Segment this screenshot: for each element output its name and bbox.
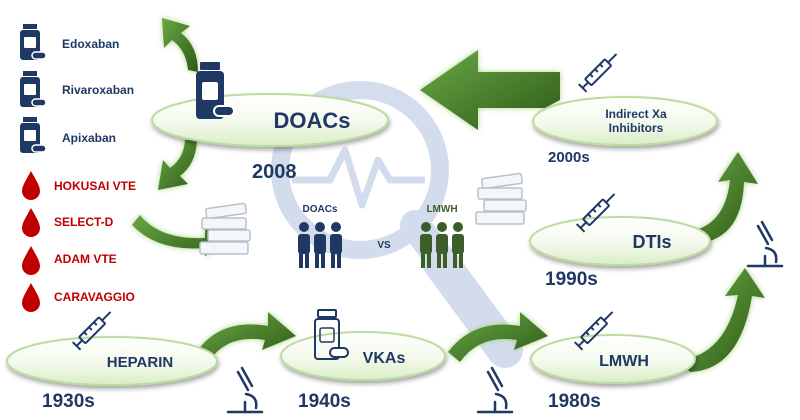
blood-drop-icon [22, 171, 40, 200]
node-dtis-label: DTIs [632, 232, 671, 252]
drug-rivaroxaban: Rivaroxaban [62, 83, 134, 97]
pill-bottle-icon [20, 24, 47, 60]
pill-bottle-icon [20, 117, 47, 153]
pill-bottle-icon [20, 71, 47, 107]
node-doacs [151, 93, 389, 147]
arrow-doacs-down [158, 140, 197, 190]
node-vkas [280, 331, 446, 381]
arrow-doacs-up [162, 18, 198, 72]
year-1990s: 1990s [545, 269, 598, 290]
people-group-icon [298, 222, 342, 268]
year-1940s: 1940s [298, 391, 351, 412]
node-lmwh [530, 334, 696, 384]
arrow-indirect-xa-to-doacs [420, 50, 560, 130]
trial-list: HOKUSAI VTE SELECT-D ADAM VTE CARAVAGGIO [22, 171, 136, 312]
node-indirect-xa [532, 96, 718, 146]
arrow-heparin-to-vkas [198, 312, 296, 360]
year-1930s: 1930s [42, 391, 95, 412]
node-vkas-label: VKAs [363, 350, 406, 367]
arrow-dtis-to-indirect-xa [685, 152, 758, 244]
comparison-left-label: DOACs [302, 204, 337, 215]
blood-drop-icon [22, 283, 40, 312]
node-heparin-label: HEPARIN [107, 354, 173, 371]
pill-bottle-icon [314, 309, 349, 360]
node-doacs-label: DOACs [273, 108, 350, 133]
drug-edoxaban: Edoxaban [62, 37, 119, 51]
drug-apixaban: Apixaban [62, 131, 116, 145]
microscope-icon [746, 220, 784, 268]
microscope-icon [226, 366, 264, 414]
blood-drop-icon [22, 246, 40, 275]
book-stack-icon [475, 172, 527, 225]
node-heparin [6, 336, 218, 386]
arrow-lmwh-to-dtis [680, 268, 765, 372]
pill-bottle-icon [196, 62, 235, 119]
node-lmwh-label: LMWH [599, 353, 649, 370]
microscope-icon [476, 366, 514, 414]
syringe-icon [578, 53, 618, 93]
year-2000s: 2000s [548, 149, 590, 166]
book-stack-icon [199, 202, 251, 255]
trial-select-d: SELECT-D [54, 215, 114, 229]
syringe-icon [72, 311, 112, 351]
comparison-right-label: LMWH [426, 204, 457, 215]
year-1980s: 1980s [548, 391, 601, 412]
drug-list: Edoxaban Rivaroxaban Apixaban [20, 24, 134, 153]
people-group-icon [420, 222, 464, 268]
arrow-vkas-to-lmwh [448, 312, 548, 362]
blood-drop-icon [22, 208, 40, 237]
node-indirect-xa-label-line2: Inhibitors [609, 121, 664, 135]
comparison-vs-label: VS [377, 240, 391, 251]
syringe-icon [574, 311, 614, 351]
trial-caravaggio: CARAVAGGIO [54, 290, 135, 304]
year-2008: 2008 [252, 161, 297, 183]
trial-hokusai-vte: HOKUSAI VTE [54, 179, 136, 193]
node-indirect-xa-label-line1: Indirect Xa [605, 107, 667, 121]
syringe-icon [576, 193, 616, 233]
trial-adam-vte: ADAM VTE [54, 252, 117, 266]
node-dtis [529, 216, 711, 266]
